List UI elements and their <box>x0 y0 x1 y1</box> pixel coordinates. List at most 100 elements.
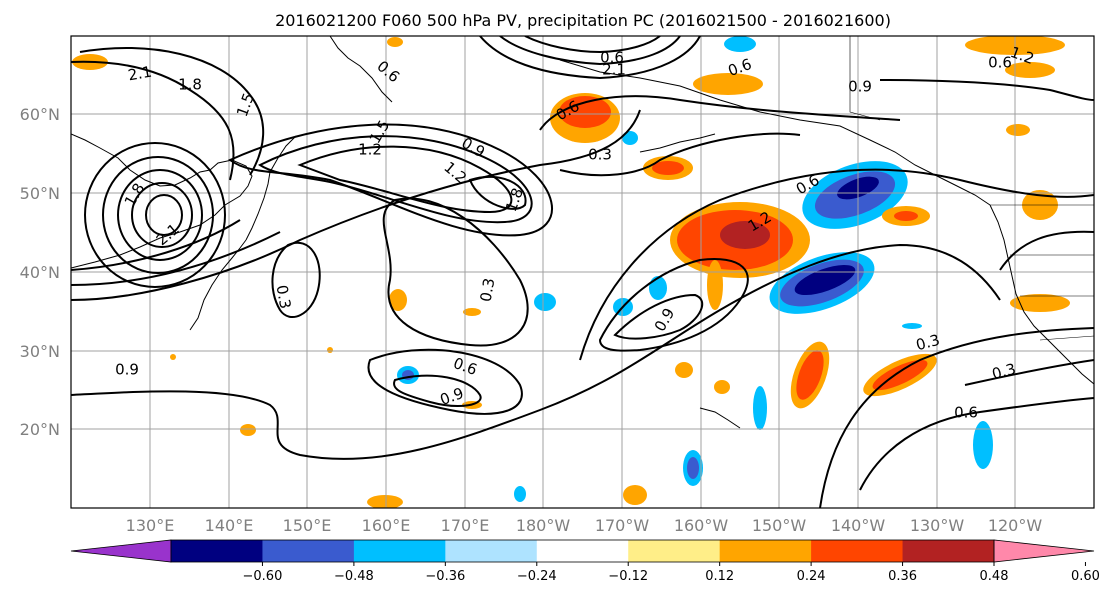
contour-label: 0.6 <box>600 49 624 67</box>
precip-anomaly-negative <box>724 36 756 52</box>
contour-label: 0.9 <box>848 78 872 96</box>
precip-anomaly-negative <box>973 421 993 469</box>
figure-title: 2016021200 F060 500 hPa PV, precipitatio… <box>275 11 891 30</box>
colorbar-segment <box>262 540 355 562</box>
pv-contour <box>479 36 701 80</box>
precip-anomaly-positive <box>652 161 684 175</box>
precip-anomaly-positive <box>327 347 333 353</box>
colorbar-tick-label: 0.12 <box>705 569 734 584</box>
pv-contour <box>297 145 513 214</box>
precip-anomaly-negative <box>687 457 699 479</box>
colorbar-tick-label: −0.36 <box>425 569 465 584</box>
pv-contour <box>393 374 482 407</box>
longitude-label: 130°W <box>910 516 965 535</box>
colorbar-extend-low <box>70 539 172 563</box>
contour-label: 0.6 <box>954 404 978 422</box>
hawaii-coastline <box>699 407 741 429</box>
precip-anomaly-negative <box>534 293 556 311</box>
longitude-label: 150°E <box>283 516 332 535</box>
contour-label: 0.3 <box>990 360 1018 384</box>
pv-contours <box>71 36 1094 508</box>
colorbar-tick-label: 0.48 <box>980 569 1009 584</box>
contour-label: 0.6 <box>988 54 1012 72</box>
precip-anomaly-negative <box>622 131 638 145</box>
pv-contour <box>559 132 801 177</box>
longitude-labels: 130°E 140°E 150°E 160°E 170°E 180°W 170°W 160°W… <box>126 516 1043 535</box>
latitude-label: 30°N <box>20 342 60 361</box>
pv-contour <box>71 243 1001 460</box>
contour-label: 0.3 <box>477 277 499 304</box>
pv-contour <box>613 293 704 340</box>
aleutian-coastline <box>639 133 716 153</box>
contour-label: 0.3 <box>588 146 612 164</box>
longitude-label: 170°E <box>441 516 490 535</box>
pv-contour <box>499 36 681 66</box>
precip-anomaly-positive <box>559 96 611 128</box>
pv-contour <box>71 231 281 286</box>
longitude-label: 120°W <box>988 516 1043 535</box>
precip-anomaly-positive <box>240 424 256 436</box>
contour-label: 0.3 <box>273 284 295 311</box>
longitude-label: 140°E <box>205 516 254 535</box>
colorbar-extend-high <box>993 539 1095 563</box>
contour-label: 1.2 <box>358 141 382 159</box>
colorbar-outline <box>170 539 995 563</box>
pv-contour <box>102 156 214 274</box>
longitude-label: 150°W <box>752 516 807 535</box>
latitude-label: 50°N <box>20 184 60 203</box>
precip-anomaly-negative <box>753 386 767 430</box>
contour-label: 2.1 <box>602 61 626 79</box>
precip-anomaly-positive <box>623 485 647 505</box>
colorbar-segment <box>719 540 812 562</box>
north-america-west-coastline <box>989 204 1094 385</box>
latitude-label: 40°N <box>20 263 60 282</box>
colorbar-tick-label: −0.12 <box>608 569 648 584</box>
precip-shading <box>72 36 1070 508</box>
pv-contour <box>468 175 527 210</box>
precip-anomaly-positive <box>894 211 918 221</box>
precip-anomaly-positive <box>796 350 824 400</box>
alaska-coastline <box>559 59 991 206</box>
precip-anomaly-negative <box>902 323 922 329</box>
pv-contour <box>999 230 1094 271</box>
precip-anomaly-positive <box>1005 62 1055 78</box>
pv-contour <box>258 135 533 224</box>
map-area: 2.11.81.51.82.10.60.91.21.51.21.80.3 0.30… <box>71 36 1094 508</box>
colorbar-segment <box>353 540 446 562</box>
colorbar-segment <box>902 540 995 562</box>
contour-label: 0.9 <box>115 361 139 379</box>
precip-anomaly-positive <box>714 380 730 394</box>
colorbar-ticks: −0.60 −0.48 −0.36 −0.24 −0.12 0.12 0.24 0.36 0.4… <box>243 562 1100 584</box>
colorbar-tick-label: 0.36 <box>888 569 917 584</box>
colorbar-segment <box>628 540 721 562</box>
pv-contour <box>579 168 1094 361</box>
longitude-label: 170°W <box>595 516 650 535</box>
pv-contour <box>228 123 553 237</box>
pv-contour <box>859 397 1094 491</box>
pv-contour <box>382 197 529 347</box>
precip-anomaly-positive <box>1010 294 1070 312</box>
us-mexico-border <box>1039 335 1094 341</box>
kuril-coastline <box>269 135 297 173</box>
colorbar-tick-label: −0.48 <box>334 569 374 584</box>
contour-label: 2.1 <box>127 63 154 85</box>
precip-anomaly-positive <box>1006 124 1030 136</box>
precip-anomaly-positive <box>389 289 407 311</box>
colorbar-tick-label: −0.60 <box>243 569 283 584</box>
precip-anomaly-positive <box>720 221 770 249</box>
pv-contour <box>71 60 235 181</box>
colorbar <box>70 539 1095 563</box>
pv-contour <box>539 95 901 131</box>
precip-anomaly-positive <box>707 260 723 310</box>
pv-contour <box>367 348 523 415</box>
precip-anomaly-positive <box>170 354 176 360</box>
pv-contour <box>84 142 226 288</box>
pv-contour <box>145 194 183 236</box>
colorbar-segment <box>171 540 263 562</box>
pv-contour <box>271 241 321 319</box>
longitude-label: 130°E <box>126 516 175 535</box>
pv-contour <box>524 36 661 54</box>
map-frame <box>70 35 1095 509</box>
